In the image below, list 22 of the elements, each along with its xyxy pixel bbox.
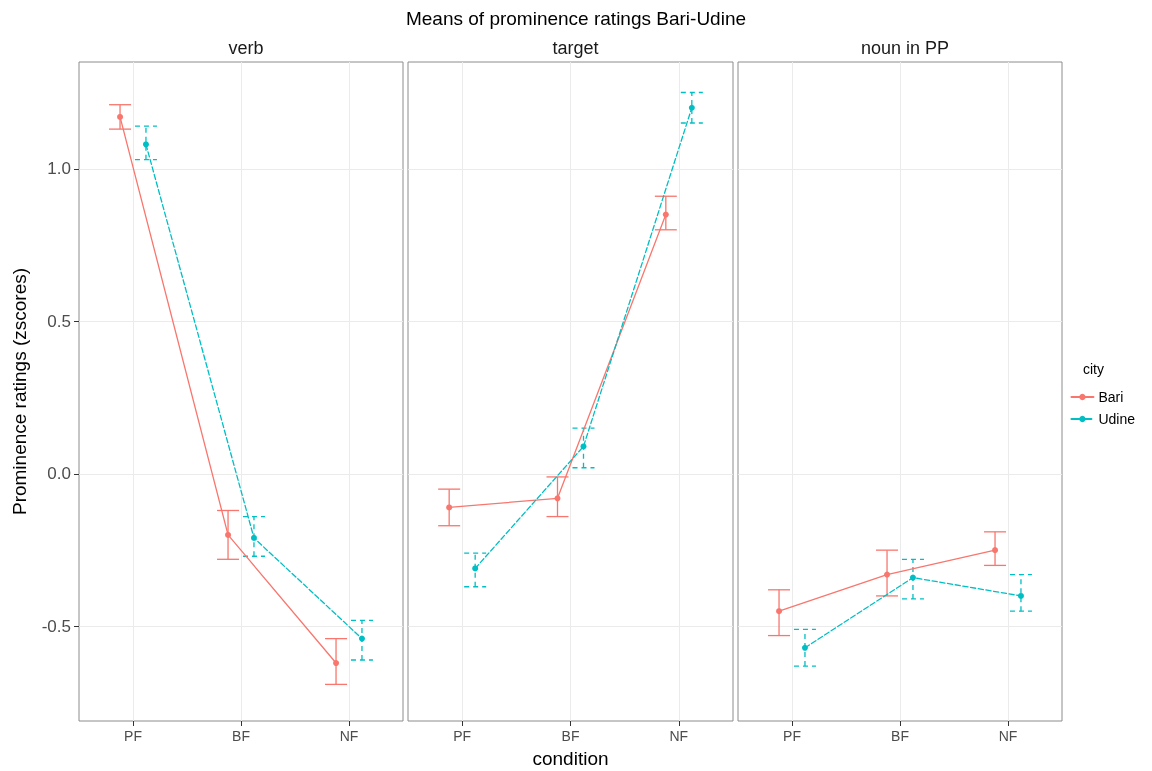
x-tick-label: BF xyxy=(561,728,580,744)
chart-title: target xyxy=(552,38,599,58)
x-tick-label: BF xyxy=(891,728,909,744)
x-tick-label: NF xyxy=(339,728,359,744)
x-tick-label: NF xyxy=(669,728,689,744)
chart-title: verb xyxy=(228,38,264,58)
x-tick-label: PF xyxy=(453,728,472,744)
y-axis-title: Prominence ratings (zscores) xyxy=(9,267,30,516)
chart-title: noun in PP xyxy=(860,38,950,58)
y-tick-label: 0.5 xyxy=(47,311,71,331)
y-tick-label: -0.5 xyxy=(41,616,71,636)
x-tick-label: PF xyxy=(783,728,801,744)
text: Means of prominence ratings Bari-Udine xyxy=(404,8,748,30)
legend-label: Udine xyxy=(1098,411,1136,427)
y-tick-label: 0.0 xyxy=(47,464,71,484)
x-tick-label: NF xyxy=(998,728,1018,744)
legend-title: city xyxy=(1083,361,1104,377)
x-tick-label: BF xyxy=(232,728,250,744)
legend-label: Bari xyxy=(1098,389,1124,405)
x-tick-label: PF xyxy=(124,728,142,744)
y-tick-label: 1.0 xyxy=(47,159,71,179)
x-axis-title: condition xyxy=(532,748,609,769)
